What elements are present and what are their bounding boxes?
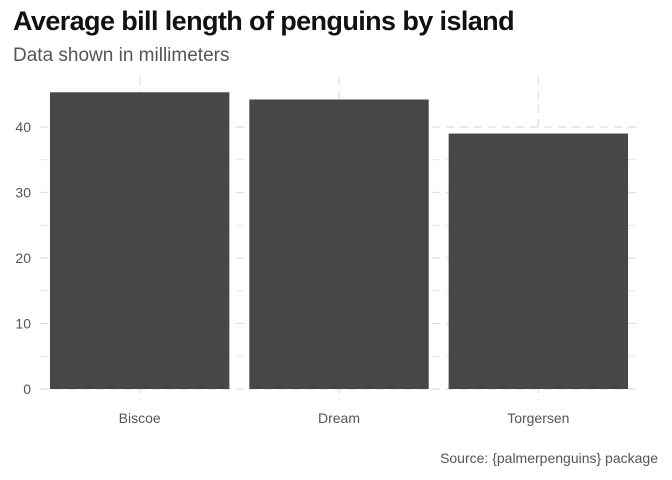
y-tick-label: 0	[23, 381, 31, 397]
x-tick-label: Biscoe	[119, 410, 161, 426]
bar-dream	[249, 99, 429, 390]
y-tick-label: 10	[15, 316, 31, 332]
y-tick-label: 30	[15, 185, 31, 201]
y-tick-label: 20	[15, 250, 31, 266]
y-axis-ticks: 0 10 20 30 40	[15, 119, 31, 397]
bars	[49, 92, 629, 390]
chart-subtitle: Data shown in millimeters	[13, 45, 230, 66]
x-tick-label: Torgersen	[507, 410, 569, 426]
x-tick-label: Dream	[318, 410, 360, 426]
x-axis-ticks: Biscoe Dream Torgersen	[119, 410, 570, 426]
bar-biscoe	[49, 92, 230, 389]
bar-torgersen	[448, 133, 629, 389]
chart-caption: Source: {palmerpenguins} package	[440, 450, 658, 466]
y-tick-label: 40	[15, 119, 31, 135]
chart-title: Average bill length of penguins by islan…	[13, 6, 515, 36]
